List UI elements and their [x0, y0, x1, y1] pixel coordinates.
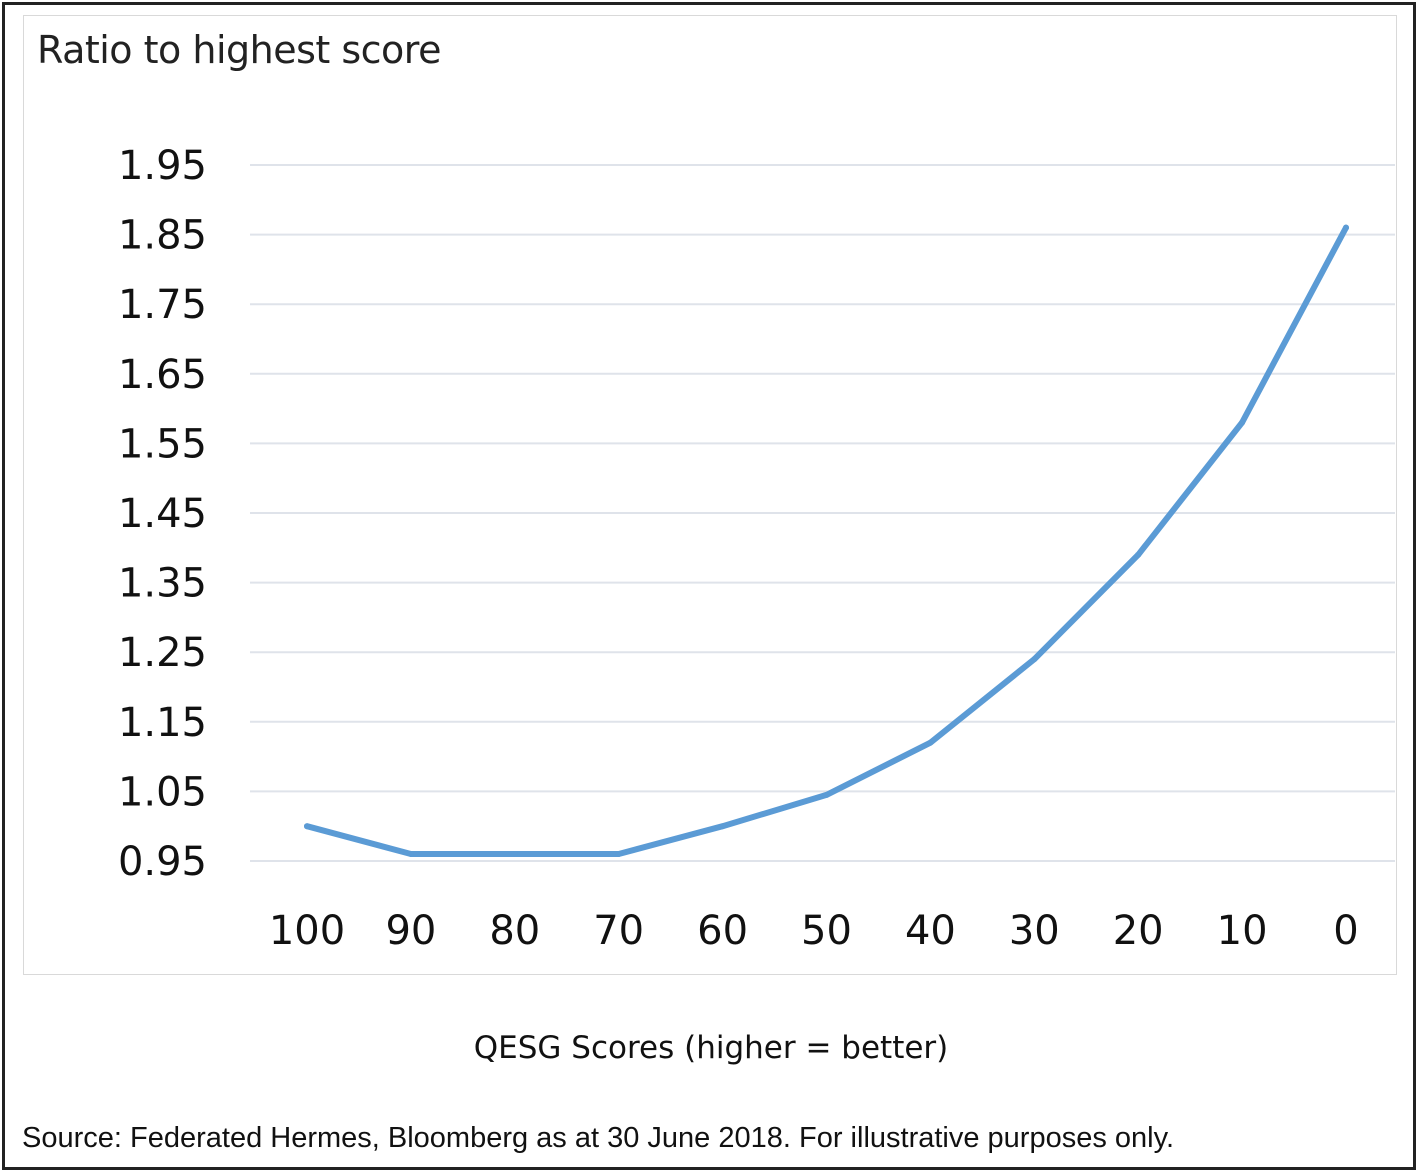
data-point — [407, 851, 414, 858]
x-tick-label: 30 — [1009, 908, 1060, 954]
gridlines — [250, 164, 1395, 862]
x-tick-label: 50 — [801, 908, 852, 954]
y-tick-label: 0.95 — [118, 839, 207, 885]
x-axis-label: QESG Scores (higher = better) — [473, 1030, 949, 1066]
x-tick-label: 40 — [905, 908, 956, 954]
chart-area — [23, 15, 1397, 975]
data-point — [511, 851, 518, 858]
y-tick-label: 1.85 — [118, 213, 207, 259]
series-layer — [304, 224, 1349, 858]
y-tick-label: 1.75 — [118, 282, 207, 328]
data-point — [927, 739, 934, 746]
data-point — [615, 851, 622, 858]
x-tick-label: 0 — [1333, 908, 1358, 954]
x-tick-label: 20 — [1113, 908, 1164, 954]
data-point — [719, 823, 726, 830]
x-tick-label: 70 — [593, 908, 644, 954]
y-tick-label: 1.35 — [118, 561, 207, 607]
y-tick-label: 1.55 — [118, 421, 207, 467]
x-tick-label: 100 — [269, 908, 345, 954]
y-tick-label: 1.65 — [118, 352, 207, 398]
x-tick-label: 90 — [385, 908, 436, 954]
y-tick-label: 1.95 — [118, 143, 207, 189]
chart-title: Ratio to highest score — [37, 28, 441, 72]
y-tick-label: 1.15 — [118, 700, 207, 746]
x-axis-tick-labels: 100 90 80 70 60 50 40 30 20 10 0 — [269, 908, 1359, 954]
data-point — [1031, 656, 1038, 663]
data-point — [1135, 551, 1142, 558]
x-tick-label: 80 — [489, 908, 540, 954]
data-point — [304, 823, 310, 830]
x-tick-label: 10 — [1217, 908, 1268, 954]
y-axis-tick-labels: 1.95 1.85 1.75 1.65 1.55 1.45 1.35 1.25 1.15 1.05… — [118, 143, 207, 885]
data-point — [1343, 224, 1349, 231]
data-point — [823, 791, 830, 798]
data-point — [1239, 419, 1246, 426]
source-note: Source: Federated Hermes, Bloomberg as a… — [22, 1122, 1174, 1154]
y-tick-label: 1.05 — [118, 769, 207, 815]
y-tick-label: 1.45 — [118, 491, 207, 537]
x-tick-label: 60 — [697, 908, 748, 954]
series-line — [304, 224, 1349, 857]
y-tick-label: 1.25 — [118, 630, 207, 676]
